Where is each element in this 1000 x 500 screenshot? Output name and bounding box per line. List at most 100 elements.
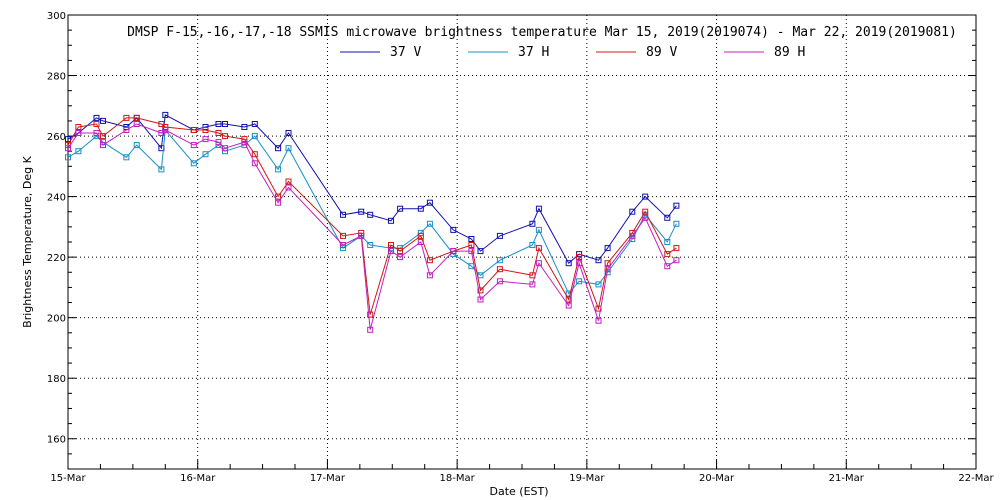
data-point-marker <box>388 242 394 248</box>
x-tick-label: 16-Mar <box>180 473 216 484</box>
data-point-marker <box>285 184 292 191</box>
data-point-marker <box>340 211 346 218</box>
legend-label: 89 V <box>646 45 677 60</box>
data-point-marker <box>450 226 457 233</box>
data-point-marker <box>65 154 71 161</box>
data-point-marker <box>576 260 583 267</box>
data-point-marker <box>340 245 346 252</box>
data-point-marker <box>215 130 222 136</box>
data-point-marker <box>417 232 424 239</box>
data-point-marker <box>340 232 346 239</box>
data-point-marker <box>642 214 649 221</box>
data-point-marker <box>664 239 671 245</box>
data-point-marker <box>642 193 649 200</box>
data-point-marker <box>397 205 404 212</box>
data-point-marker <box>241 139 248 146</box>
data-point-marker <box>565 260 572 267</box>
data-point-marker <box>65 145 71 152</box>
data-point-marker <box>75 148 82 155</box>
data-point-marker <box>367 311 374 318</box>
data-point-marker <box>565 296 572 303</box>
data-point-marker <box>426 199 433 206</box>
data-point-marker <box>629 208 636 215</box>
data-point-marker <box>673 245 680 252</box>
data-point-marker <box>358 208 365 215</box>
data-point-marker <box>222 121 228 127</box>
x-tick-label: 15-Mar <box>50 473 86 484</box>
data-point-marker <box>595 281 602 288</box>
data-point-marker <box>664 263 671 270</box>
data-point-marker <box>535 226 542 233</box>
data-point-marker <box>629 232 636 239</box>
data-point-marker <box>576 278 583 285</box>
data-point-marker <box>215 121 222 127</box>
x-tick-label: 21-Mar <box>829 473 865 484</box>
data-point-marker <box>275 199 282 206</box>
data-point-marker <box>477 296 484 303</box>
y-tick-label: 260 <box>47 132 66 143</box>
data-point-marker <box>529 242 536 248</box>
data-point-marker <box>367 242 374 248</box>
y-tick-label: 240 <box>47 193 66 204</box>
y-tick-label: 280 <box>47 72 66 83</box>
data-point-marker <box>93 114 100 121</box>
data-point-marker <box>65 136 71 143</box>
y-axis-label: Brightness Temperature, Deg K <box>21 155 34 327</box>
data-point-marker <box>123 154 130 161</box>
data-point-marker <box>100 142 106 149</box>
x-tick-label: 17-Mar <box>310 473 346 484</box>
data-point-marker <box>673 257 680 264</box>
data-series <box>65 111 680 333</box>
data-point-marker <box>251 160 258 167</box>
data-point-marker <box>215 139 222 146</box>
data-point-marker <box>426 220 433 227</box>
data-point-marker <box>468 236 475 242</box>
data-point-marker <box>397 254 404 261</box>
y-tick-label: 180 <box>47 374 66 385</box>
data-point-marker <box>397 248 404 255</box>
data-point-marker <box>477 248 484 255</box>
data-point-marker <box>496 278 503 285</box>
y-tick-label: 300 <box>47 11 66 22</box>
data-point-marker <box>595 257 602 264</box>
data-point-marker <box>162 111 169 118</box>
legend: 37 V 37 H 89 V 89 H <box>340 45 805 60</box>
series-89-h <box>65 121 680 333</box>
data-point-marker <box>529 220 536 227</box>
legend-label: 37 H <box>518 45 549 60</box>
data-point-marker <box>285 130 292 136</box>
data-point-marker <box>664 251 671 258</box>
data-point-marker <box>388 217 394 224</box>
data-point-marker <box>202 151 209 158</box>
data-point-marker <box>642 208 649 215</box>
data-point-marker <box>275 145 282 152</box>
data-point-marker <box>417 239 424 245</box>
data-point-marker <box>468 242 475 248</box>
data-point-marker <box>535 245 542 252</box>
data-point-marker <box>565 302 572 309</box>
data-point-marker <box>133 114 140 121</box>
data-point-marker <box>340 242 346 248</box>
data-point-marker <box>496 232 503 239</box>
data-point-marker <box>417 205 424 212</box>
data-point-marker <box>93 121 100 127</box>
series-line <box>67 128 677 295</box>
data-point-marker <box>222 145 228 152</box>
data-point-marker <box>75 130 82 136</box>
data-point-marker <box>496 257 503 264</box>
data-point-marker <box>477 272 484 279</box>
data-point-marker <box>576 254 583 261</box>
data-point-marker <box>190 127 197 133</box>
data-point-marker <box>535 260 542 267</box>
data-point-marker <box>162 127 169 133</box>
data-point-marker <box>367 211 374 218</box>
series-line <box>67 123 677 330</box>
x-tick-label: 19-Mar <box>569 473 605 484</box>
data-point-marker <box>75 124 82 130</box>
data-point-marker <box>535 205 542 212</box>
data-point-marker <box>496 266 503 273</box>
data-point-marker <box>604 245 611 252</box>
data-point-marker <box>93 130 100 136</box>
